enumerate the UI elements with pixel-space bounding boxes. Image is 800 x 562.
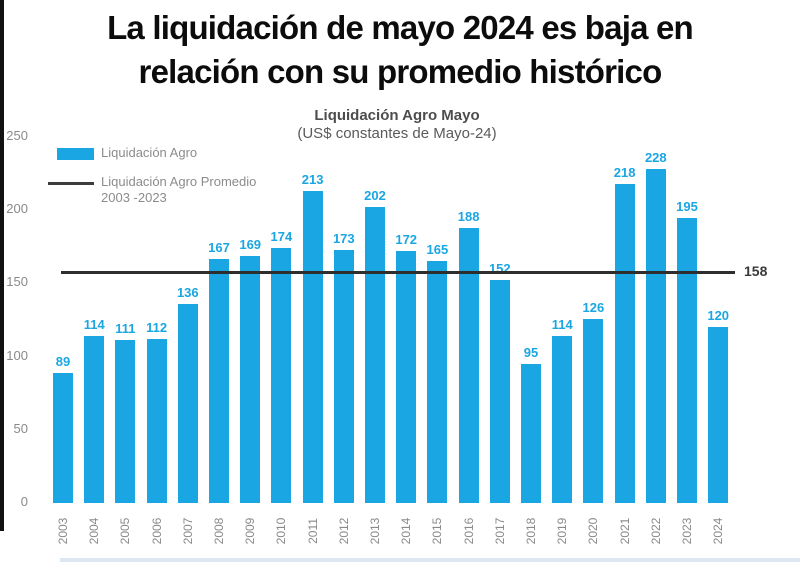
y-axis: 0 50 100 150 200 250 (0, 115, 28, 509)
legend-label-average-line1: Liquidación Agro Promedio (101, 174, 257, 189)
legend: Liquidación Agro Liquidación Agro Promed… (48, 145, 278, 219)
bar-value-label-2016: 188 (457, 209, 480, 224)
x-tick-label-2014: 2014 (399, 517, 414, 545)
x-tick-label-2005: 2005 (118, 517, 133, 545)
x-tick-label-2012: 2012 (336, 517, 351, 545)
bar-value-label-2011: 213 (301, 172, 324, 187)
bar-2016 (458, 228, 479, 503)
x-tick-label-2016: 2016 (461, 517, 476, 545)
legend-item-average-line: Liquidación Agro Promedio 2003 -2023 (48, 174, 278, 206)
left-border-line (0, 0, 4, 531)
bar-value-label-2004: 114 (83, 317, 105, 332)
chart-title: Liquidación Agro Mayo (314, 107, 480, 124)
x-tick-label-2007: 2007 (180, 517, 195, 545)
bar-2010 (271, 248, 292, 503)
y-tick-label-0: 0 (20, 494, 28, 509)
page-title-line1: La liquidación de mayo 2024 es baja en (107, 9, 694, 46)
bar-value-label-2021: 218 (613, 165, 636, 180)
x-tick-label-2023: 2023 (680, 517, 694, 545)
x-tick-label-2013: 2013 (368, 517, 382, 545)
bar-2017 (489, 280, 510, 503)
x-tick-label-2004: 2004 (87, 517, 102, 545)
bar-2004 (84, 336, 105, 503)
bar-2007 (177, 304, 198, 503)
bar-2009 (240, 256, 261, 503)
bar-2020 (583, 319, 604, 503)
bar-2005 (115, 340, 136, 503)
y-tick-label-150: 150 (6, 274, 28, 289)
bar-value-label-2023: 195 (676, 199, 698, 214)
bar-2008 (209, 259, 229, 503)
bar-2015 (427, 261, 448, 503)
bar-2021 (614, 184, 635, 503)
page-title: La liquidación de mayo 2024 es baja en r… (8, 6, 792, 94)
plot-area: 89 114 111 112 136 167 169 174 213 173 202 172 165 18… (43, 115, 755, 503)
y-tick-label-50: 50 (13, 421, 28, 436)
chart-subtitle: (US$ constantes de Mayo-24) (297, 125, 497, 142)
average-line-label: 158 (744, 263, 768, 279)
x-tick-label-2024: 2024 (711, 517, 726, 545)
x-tick-label-2022: 2022 (648, 517, 663, 545)
bottom-strip (60, 558, 800, 562)
x-tick-label-2009: 2009 (243, 517, 258, 545)
bar-swatch-icon (57, 148, 94, 160)
bar-2012 (333, 250, 354, 503)
x-tick-label-2011: 2011 (305, 518, 320, 544)
y-tick-label-100: 100 (6, 348, 28, 363)
bar-value-label-2007: 136 (176, 285, 199, 300)
x-tick-label-2019: 2019 (555, 517, 570, 545)
bar-value-label-2013: 202 (364, 188, 386, 203)
bar-value-label-2005: 111 (115, 321, 136, 336)
x-tick-label-2006: 2006 (149, 517, 164, 545)
bar-2018 (521, 364, 541, 503)
x-axis: 2003 2004 2005 2006 2007 2008 2009 2010 2011 2012… (43, 503, 755, 561)
bar-value-label-2024: 120 (707, 308, 730, 323)
x-tick-label-2017: 2017 (492, 517, 507, 545)
bar-2003 (53, 373, 73, 503)
bar-2024 (708, 327, 729, 503)
bar-value-label-2020: 126 (582, 300, 605, 315)
chart-header: Liquidación Agro Mayo (US$ constantes de… (237, 107, 557, 142)
bar-value-label-2003: 89 (55, 354, 71, 369)
bar-2011 (302, 191, 323, 503)
bar-value-label-2019: 114 (551, 317, 573, 332)
x-tick-label-2021: 2021 (617, 517, 632, 545)
y-tick-label-250: 250 (6, 128, 28, 143)
x-tick-label-2020: 2020 (586, 517, 601, 545)
legend-item-bars: Liquidación Agro (48, 145, 278, 161)
bar-2023 (677, 218, 697, 503)
x-tick-label-2003: 2003 (56, 517, 70, 545)
bar-value-label-2012: 173 (332, 231, 355, 246)
bar-2006 (146, 339, 167, 503)
line-swatch-icon (48, 182, 94, 185)
legend-label-average-line2: 2003 -2023 (101, 190, 167, 205)
bar-value-label-2010: 174 (270, 229, 293, 244)
x-tick-label-2010: 2010 (274, 517, 289, 545)
bar-value-label-2015: 165 (426, 242, 449, 257)
bar-value-label-2022: 228 (644, 150, 667, 165)
bar-value-label-2008: 167 (208, 240, 230, 255)
bar-2014 (396, 251, 417, 503)
bar-2013 (365, 207, 385, 503)
legend-label-bars: Liquidación Agro (101, 145, 198, 160)
bar-value-label-2014: 172 (395, 232, 418, 247)
x-tick-label-2008: 2008 (212, 517, 226, 545)
bar-value-label-2006: 112 (146, 320, 168, 335)
y-tick-label-200: 200 (6, 201, 28, 216)
page-title-line2: relación con su promedio histórico (138, 53, 663, 90)
x-tick-label-2015: 2015 (430, 517, 445, 545)
legend-label-average: Liquidación Agro Promedio 2003 -2023 (101, 174, 256, 206)
x-tick-label-2018: 2018 (524, 517, 538, 545)
bar-2022 (645, 169, 666, 503)
bar-value-label-2009: 169 (239, 237, 262, 252)
bar-2019 (552, 336, 573, 503)
average-line (61, 271, 735, 274)
bar-value-label-2018: 95 (523, 345, 539, 360)
